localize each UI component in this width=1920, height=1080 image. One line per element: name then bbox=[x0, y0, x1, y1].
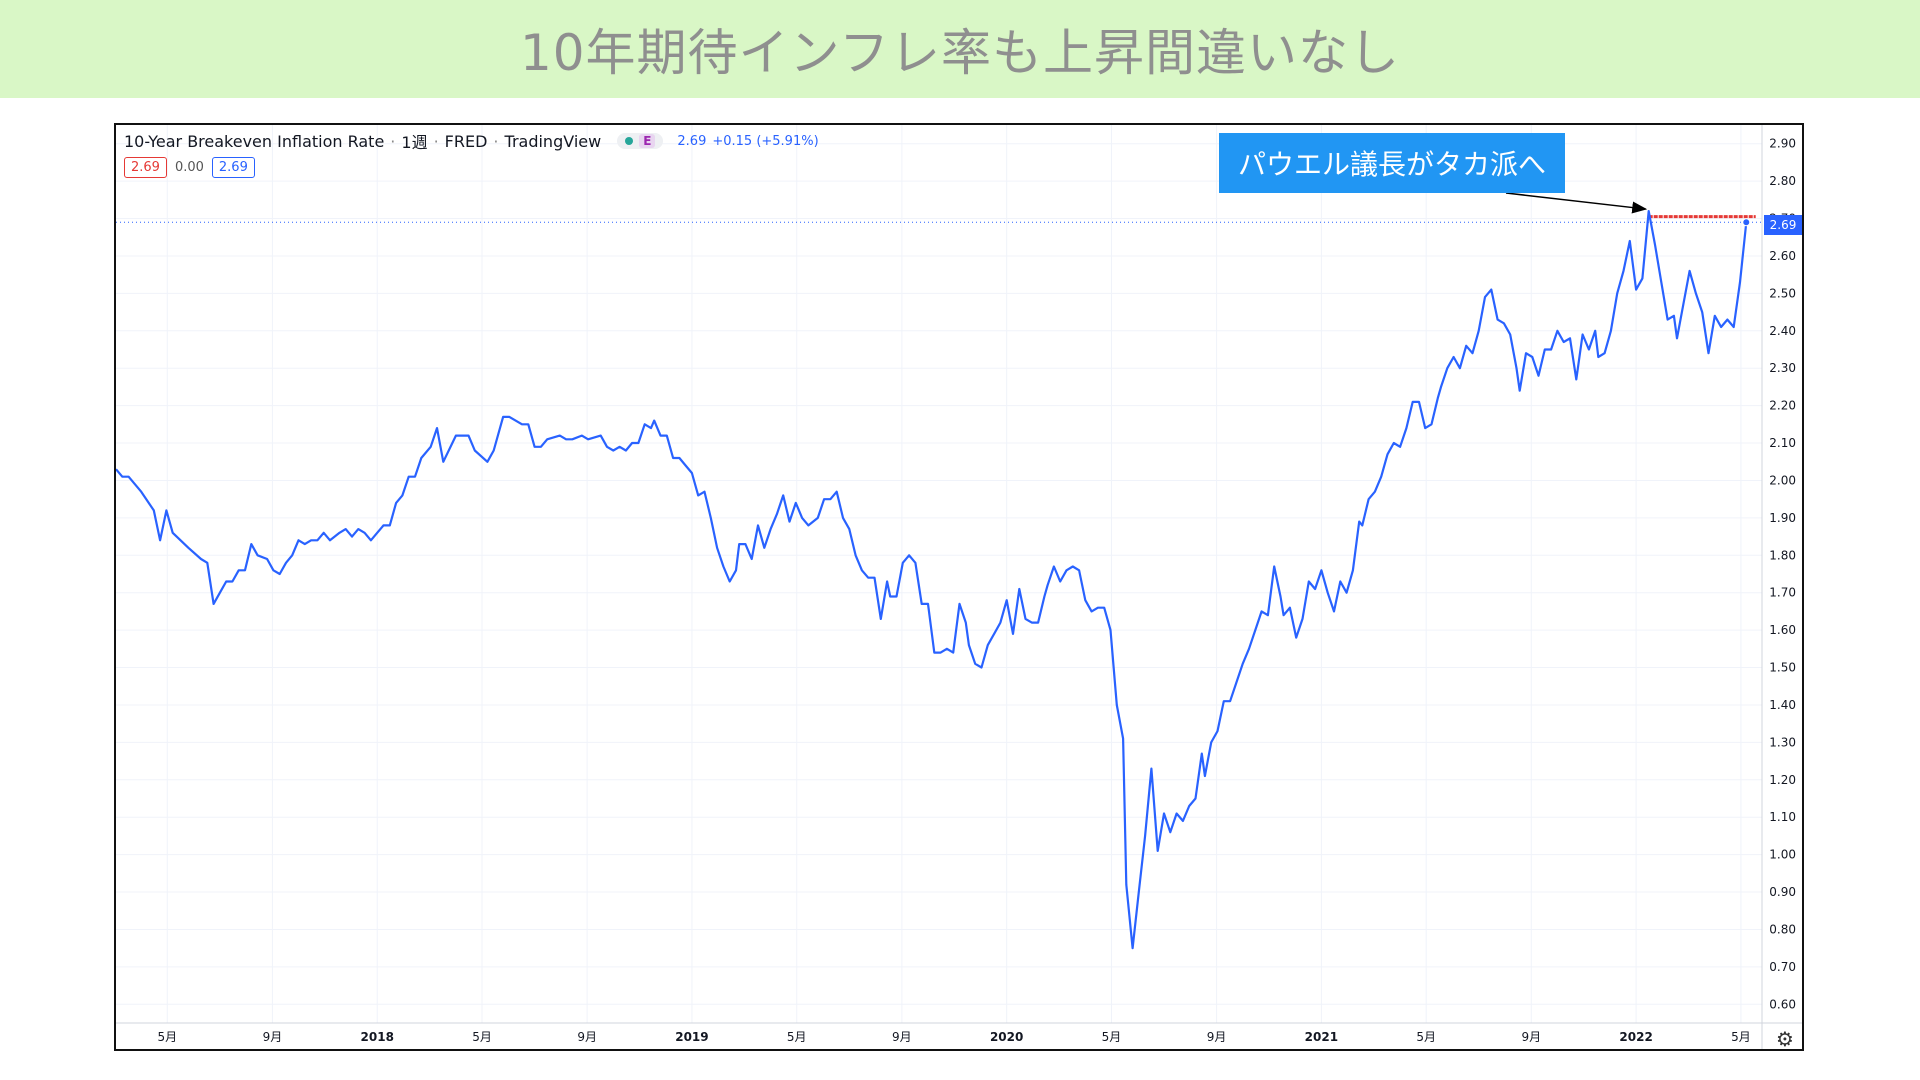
y-tick-label: 1.00 bbox=[1769, 848, 1796, 862]
x-tick-label: 9月 bbox=[263, 1030, 283, 1044]
y-tick-label: 2.30 bbox=[1769, 361, 1796, 375]
x-tick-label: 2022 bbox=[1619, 1030, 1652, 1044]
x-tick-label: 5月 bbox=[157, 1030, 177, 1044]
title-banner: 10年期待インフレ率も上昇間違いなし bbox=[0, 0, 1920, 98]
breakeven-chart[interactable]: 2.902.802.702.602.502.402.302.202.102.00… bbox=[116, 125, 1802, 1049]
y-tick-label: 0.70 bbox=[1769, 960, 1796, 974]
status-badge[interactable]: E bbox=[617, 133, 664, 149]
y-tick-label: 2.60 bbox=[1769, 249, 1796, 263]
settings-gear-icon[interactable]: ⚙ bbox=[1776, 1027, 1794, 1051]
y-tick-label: 0.90 bbox=[1769, 885, 1796, 899]
ohlc-value-1: 2.69 bbox=[124, 157, 167, 178]
events-icon: E bbox=[639, 134, 656, 148]
y-tick-label: 1.30 bbox=[1769, 735, 1796, 749]
market-status-icon bbox=[625, 137, 634, 145]
x-tick-label: 2018 bbox=[361, 1030, 394, 1044]
y-tick-label: 2.00 bbox=[1769, 473, 1796, 487]
x-tick-label: 5月 bbox=[1416, 1030, 1436, 1044]
y-tick-label: 1.40 bbox=[1769, 698, 1796, 712]
ohlc-values: 2.69 0.00 2.69 bbox=[124, 157, 255, 178]
y-tick-label: 1.10 bbox=[1769, 810, 1796, 824]
y-tick-label: 0.80 bbox=[1769, 922, 1796, 936]
last-point-marker bbox=[1742, 218, 1751, 227]
x-tick-label: 5月 bbox=[472, 1030, 492, 1044]
y-tick-label: 1.20 bbox=[1769, 773, 1796, 787]
legend-last-value: 2.69 bbox=[677, 133, 707, 149]
x-tick-label: 2020 bbox=[990, 1030, 1023, 1044]
y-tick-label: 2.40 bbox=[1769, 324, 1796, 338]
x-tick-label: 2021 bbox=[1305, 1030, 1338, 1044]
legend-interval[interactable]: 1週 bbox=[401, 133, 428, 152]
y-tick-label: 2.90 bbox=[1769, 137, 1796, 151]
ohlc-value-2: 0.00 bbox=[174, 160, 204, 175]
x-tick-label: 5月 bbox=[1731, 1030, 1751, 1044]
x-tick-label: 9月 bbox=[1207, 1030, 1227, 1044]
y-tick-label: 2.20 bbox=[1769, 399, 1796, 413]
x-tick-label: 5月 bbox=[787, 1030, 807, 1044]
y-tick-label: 2.50 bbox=[1769, 286, 1796, 300]
ohlc-value-3: 2.69 bbox=[211, 157, 255, 178]
y-tick-label: 1.60 bbox=[1769, 623, 1796, 637]
x-tick-label: 9月 bbox=[1521, 1030, 1541, 1044]
y-tick-label: 0.60 bbox=[1769, 997, 1796, 1011]
last-price-tag: 2.69 bbox=[1764, 215, 1802, 235]
legend-symbol[interactable]: 10-Year Breakeven Inflation Rate bbox=[124, 131, 385, 151]
annotation-arrow bbox=[1505, 192, 1648, 214]
chart-frame: 2.902.802.702.602.502.402.302.202.102.00… bbox=[114, 123, 1804, 1051]
page-title: 10年期待インフレ率も上昇間違いなし bbox=[519, 24, 1401, 82]
y-tick-label: 1.80 bbox=[1769, 548, 1796, 562]
annotation-callout: パウエル議長がタカ派へ bbox=[1219, 133, 1565, 193]
x-tick-label: 9月 bbox=[577, 1030, 597, 1044]
legend-provider: TradingView bbox=[504, 131, 602, 151]
x-tick-label: 9月 bbox=[892, 1030, 912, 1044]
y-tick-label: 1.90 bbox=[1769, 511, 1796, 525]
x-tick-label: 2019 bbox=[675, 1030, 708, 1044]
legend-change: +0.15 (+5.91%) bbox=[712, 133, 819, 149]
y-tick-label: 1.50 bbox=[1769, 661, 1796, 675]
x-tick-label: 5月 bbox=[1102, 1030, 1122, 1044]
chart-legend: 10-Year Breakeven Inflation Rate · 1週 · … bbox=[124, 129, 819, 153]
y-tick-label: 2.80 bbox=[1769, 174, 1796, 188]
series-line bbox=[116, 210, 1748, 950]
legend-source: FRED bbox=[444, 131, 488, 151]
y-tick-label: 2.10 bbox=[1769, 436, 1796, 450]
y-tick-label: 1.70 bbox=[1769, 586, 1796, 600]
